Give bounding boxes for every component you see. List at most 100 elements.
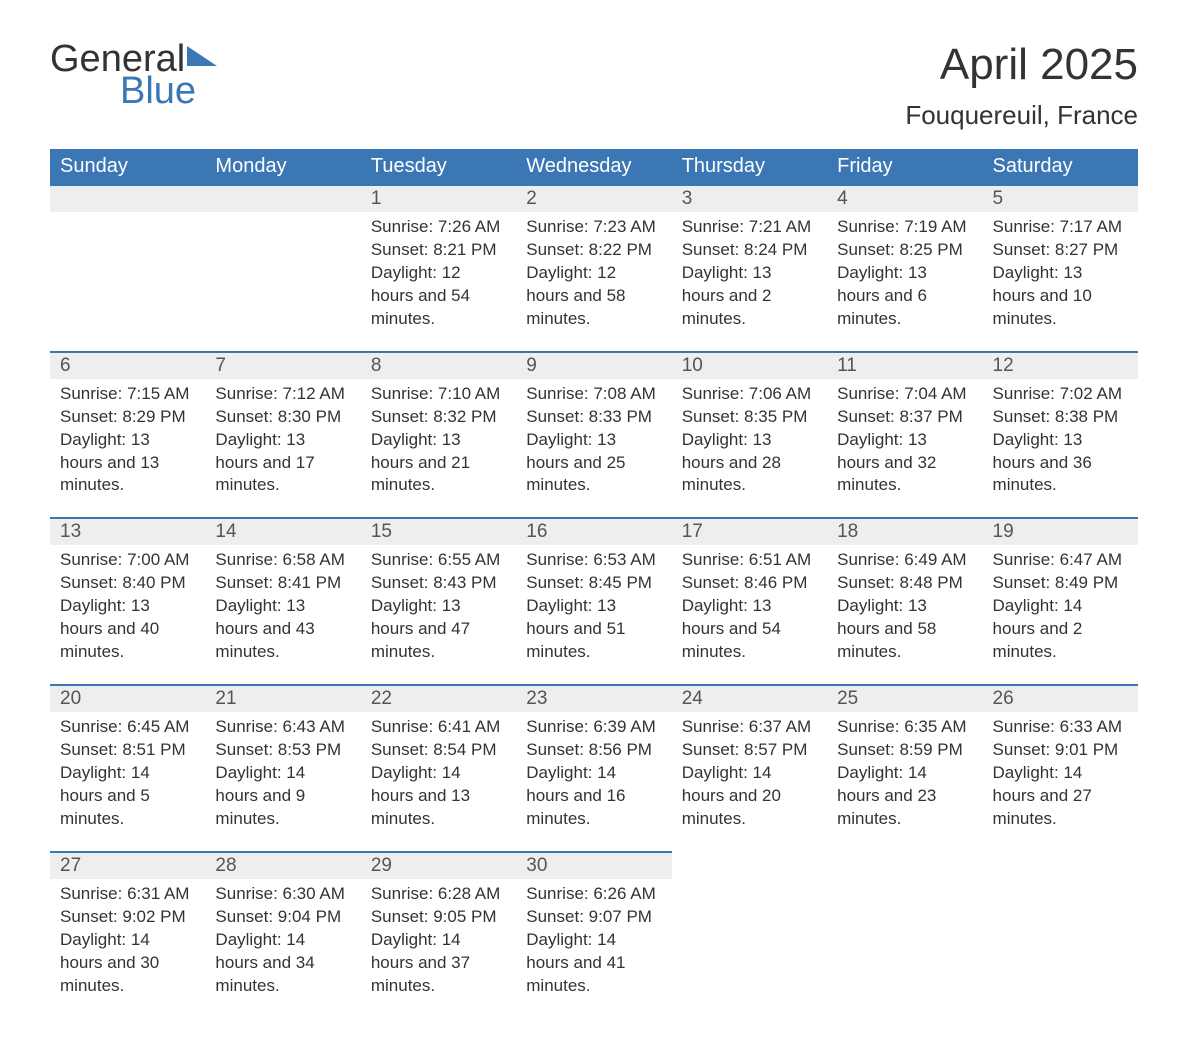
sunset-line: Sunset: 9:01 PM <box>993 739 1128 762</box>
day-number: 20 <box>50 685 205 712</box>
daylight-line: Daylight: 14 hours and 27 minutes. <box>993 762 1128 831</box>
sunrise-line: Sunrise: 7:00 AM <box>60 549 195 572</box>
day-cell: Sunrise: 6:37 AMSunset: 8:57 PMDaylight:… <box>672 712 827 852</box>
day-number: 4 <box>827 185 982 212</box>
sunrise-line: Sunrise: 7:12 AM <box>215 383 350 406</box>
content-row: Sunrise: 6:31 AMSunset: 9:02 PMDaylight:… <box>50 879 1138 1018</box>
daynum-row: 13141516171819 <box>50 518 1138 545</box>
daylight-line: Daylight: 14 hours and 20 minutes. <box>682 762 817 831</box>
calendar-table: Sunday Monday Tuesday Wednesday Thursday… <box>50 149 1138 1017</box>
daylight-line: Daylight: 13 hours and 10 minutes. <box>993 262 1128 331</box>
day-cell: Sunrise: 6:30 AMSunset: 9:04 PMDaylight:… <box>205 879 360 1018</box>
day-cell <box>983 879 1138 1018</box>
daylight-line: Daylight: 13 hours and 54 minutes. <box>682 595 817 664</box>
day-number: 22 <box>361 685 516 712</box>
content-row: Sunrise: 7:26 AMSunset: 8:21 PMDaylight:… <box>50 212 1138 352</box>
title-block: April 2025 Fouquereuil, France <box>905 40 1138 131</box>
sunrise-line: Sunrise: 7:26 AM <box>371 216 506 239</box>
daylight-line: Daylight: 13 hours and 2 minutes. <box>682 262 817 331</box>
sunrise-line: Sunrise: 6:43 AM <box>215 716 350 739</box>
sunset-line: Sunset: 9:07 PM <box>526 906 661 929</box>
sunrise-line: Sunrise: 7:21 AM <box>682 216 817 239</box>
sunrise-line: Sunrise: 6:58 AM <box>215 549 350 572</box>
day-number: 2 <box>516 185 671 212</box>
day-cell: Sunrise: 6:33 AMSunset: 9:01 PMDaylight:… <box>983 712 1138 852</box>
day-cell: Sunrise: 7:19 AMSunset: 8:25 PMDaylight:… <box>827 212 982 352</box>
day-cell: Sunrise: 7:08 AMSunset: 8:33 PMDaylight:… <box>516 379 671 519</box>
daylight-line: Daylight: 13 hours and 51 minutes. <box>526 595 661 664</box>
sunset-line: Sunset: 8:37 PM <box>837 406 972 429</box>
sunrise-line: Sunrise: 6:53 AM <box>526 549 661 572</box>
weekday-header: Wednesday <box>516 149 671 185</box>
day-cell <box>50 212 205 352</box>
day-cell: Sunrise: 6:47 AMSunset: 8:49 PMDaylight:… <box>983 545 1138 685</box>
sunset-line: Sunset: 8:25 PM <box>837 239 972 262</box>
day-cell: Sunrise: 7:21 AMSunset: 8:24 PMDaylight:… <box>672 212 827 352</box>
day-number: 17 <box>672 518 827 545</box>
sunset-line: Sunset: 8:45 PM <box>526 572 661 595</box>
sunset-line: Sunset: 8:33 PM <box>526 406 661 429</box>
daylight-line: Daylight: 13 hours and 21 minutes. <box>371 429 506 498</box>
day-cell: Sunrise: 6:43 AMSunset: 8:53 PMDaylight:… <box>205 712 360 852</box>
calendar-body: 12345Sunrise: 7:26 AMSunset: 8:21 PMDayl… <box>50 185 1138 1017</box>
day-number: 11 <box>827 352 982 379</box>
sunset-line: Sunset: 9:02 PM <box>60 906 195 929</box>
weekday-header: Sunday <box>50 149 205 185</box>
sunset-line: Sunset: 8:54 PM <box>371 739 506 762</box>
sunrise-line: Sunrise: 7:06 AM <box>682 383 817 406</box>
day-cell: Sunrise: 7:06 AMSunset: 8:35 PMDaylight:… <box>672 379 827 519</box>
sunrise-line: Sunrise: 6:39 AM <box>526 716 661 739</box>
sunset-line: Sunset: 8:22 PM <box>526 239 661 262</box>
sunrise-line: Sunrise: 6:30 AM <box>215 883 350 906</box>
weekday-header: Friday <box>827 149 982 185</box>
sunrise-line: Sunrise: 6:41 AM <box>371 716 506 739</box>
day-number: 28 <box>205 852 360 879</box>
sunset-line: Sunset: 8:59 PM <box>837 739 972 762</box>
logo-word2: Blue <box>120 70 287 113</box>
day-cell: Sunrise: 7:15 AMSunset: 8:29 PMDaylight:… <box>50 379 205 519</box>
sunrise-line: Sunrise: 7:23 AM <box>526 216 661 239</box>
weekday-header: Tuesday <box>361 149 516 185</box>
day-cell: Sunrise: 6:58 AMSunset: 8:41 PMDaylight:… <box>205 545 360 685</box>
daynum-row: 27282930 <box>50 852 1138 879</box>
sunrise-line: Sunrise: 7:10 AM <box>371 383 506 406</box>
sunset-line: Sunset: 8:32 PM <box>371 406 506 429</box>
sunset-line: Sunset: 8:41 PM <box>215 572 350 595</box>
daylight-line: Daylight: 14 hours and 16 minutes. <box>526 762 661 831</box>
day-number: 15 <box>361 518 516 545</box>
sunrise-line: Sunrise: 6:26 AM <box>526 883 661 906</box>
day-number <box>827 852 982 879</box>
daylight-line: Daylight: 13 hours and 17 minutes. <box>215 429 350 498</box>
sunset-line: Sunset: 8:29 PM <box>60 406 195 429</box>
day-number: 14 <box>205 518 360 545</box>
sunset-line: Sunset: 8:35 PM <box>682 406 817 429</box>
day-number <box>672 852 827 879</box>
sunset-line: Sunset: 8:43 PM <box>371 572 506 595</box>
day-cell: Sunrise: 6:49 AMSunset: 8:48 PMDaylight:… <box>827 545 982 685</box>
daylight-line: Daylight: 14 hours and 41 minutes. <box>526 929 661 998</box>
content-row: Sunrise: 7:15 AMSunset: 8:29 PMDaylight:… <box>50 379 1138 519</box>
day-cell: Sunrise: 7:17 AMSunset: 8:27 PMDaylight:… <box>983 212 1138 352</box>
daylight-line: Daylight: 13 hours and 32 minutes. <box>837 429 972 498</box>
daylight-line: Daylight: 13 hours and 36 minutes. <box>993 429 1128 498</box>
day-cell: Sunrise: 6:55 AMSunset: 8:43 PMDaylight:… <box>361 545 516 685</box>
daylight-line: Daylight: 14 hours and 23 minutes. <box>837 762 972 831</box>
day-cell: Sunrise: 7:00 AMSunset: 8:40 PMDaylight:… <box>50 545 205 685</box>
day-cell <box>205 212 360 352</box>
daylight-line: Daylight: 13 hours and 6 minutes. <box>837 262 972 331</box>
day-cell: Sunrise: 6:31 AMSunset: 9:02 PMDaylight:… <box>50 879 205 1018</box>
day-number: 1 <box>361 185 516 212</box>
day-cell: Sunrise: 6:39 AMSunset: 8:56 PMDaylight:… <box>516 712 671 852</box>
sunset-line: Sunset: 8:56 PM <box>526 739 661 762</box>
day-number: 21 <box>205 685 360 712</box>
sunset-line: Sunset: 8:53 PM <box>215 739 350 762</box>
daylight-line: Daylight: 14 hours and 30 minutes. <box>60 929 195 998</box>
daylight-line: Daylight: 14 hours and 5 minutes. <box>60 762 195 831</box>
daynum-row: 6789101112 <box>50 352 1138 379</box>
day-cell: Sunrise: 7:10 AMSunset: 8:32 PMDaylight:… <box>361 379 516 519</box>
day-cell: Sunrise: 7:26 AMSunset: 8:21 PMDaylight:… <box>361 212 516 352</box>
day-number: 30 <box>516 852 671 879</box>
sunset-line: Sunset: 8:49 PM <box>993 572 1128 595</box>
day-number: 6 <box>50 352 205 379</box>
daylight-line: Daylight: 14 hours and 2 minutes. <box>993 595 1128 664</box>
